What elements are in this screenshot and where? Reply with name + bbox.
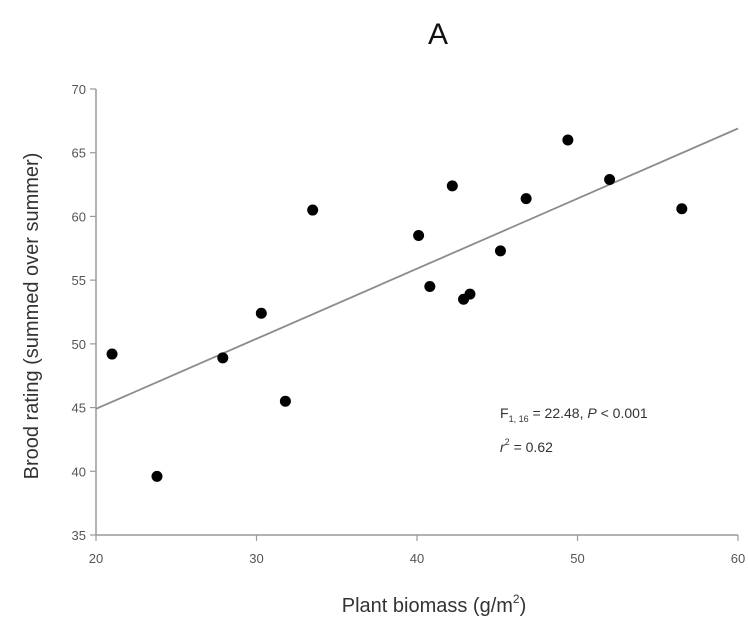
y-tick-label: 45 bbox=[72, 401, 86, 416]
y-tick-label: 40 bbox=[72, 464, 86, 479]
x-tick-label: 20 bbox=[89, 551, 103, 566]
data-point bbox=[676, 203, 688, 215]
y-tick-label: 60 bbox=[72, 209, 86, 224]
data-point bbox=[279, 395, 291, 407]
stats-r2-line: r2 = 0.62 bbox=[500, 437, 553, 455]
f-label: F bbox=[500, 405, 509, 421]
data-point bbox=[106, 348, 118, 360]
data-point bbox=[151, 470, 163, 482]
y-tick-label: 35 bbox=[72, 528, 86, 543]
data-point bbox=[446, 180, 458, 192]
p-value: < 0.001 bbox=[597, 405, 648, 421]
x-tick-label: 50 bbox=[570, 551, 584, 566]
data-point bbox=[255, 307, 267, 319]
x-tick-labels: 20 30 40 50 60 bbox=[89, 551, 745, 566]
y-tick-label: 55 bbox=[72, 273, 86, 288]
regression-line bbox=[95, 127, 739, 410]
data-points bbox=[106, 134, 688, 482]
data-point bbox=[217, 352, 229, 364]
y-tick-labels: 35 40 45 50 55 60 65 70 bbox=[72, 82, 86, 543]
f-value: = 22.48, bbox=[529, 405, 588, 421]
y-axis-label: Brood rating (summed over summer) bbox=[21, 153, 43, 480]
x-tick-label: 60 bbox=[731, 551, 745, 566]
data-point bbox=[562, 134, 574, 146]
x-axis-label: Plant biomass (g/m2) bbox=[342, 592, 527, 617]
p-label: P bbox=[587, 405, 597, 421]
x-axis-label-main: Plant biomass (g/m bbox=[342, 595, 513, 617]
data-point bbox=[494, 245, 506, 257]
axes bbox=[90, 88, 739, 541]
f-subscript: 1, 16 bbox=[509, 414, 529, 424]
data-point bbox=[464, 288, 476, 300]
r-superscript: 2 bbox=[505, 437, 510, 447]
x-tick-label: 40 bbox=[410, 551, 424, 566]
data-point bbox=[413, 230, 425, 242]
r2-value: = 0.62 bbox=[510, 439, 553, 455]
data-point bbox=[424, 281, 436, 293]
y-tick-label: 65 bbox=[72, 146, 86, 161]
data-point bbox=[307, 204, 319, 216]
r-label: r bbox=[500, 439, 506, 455]
x-axis-label-sup: 2 bbox=[513, 592, 520, 606]
trendline-group bbox=[95, 127, 739, 410]
y-tick-label: 70 bbox=[72, 82, 86, 97]
data-point bbox=[520, 193, 532, 205]
x-tick-label: 30 bbox=[249, 551, 263, 566]
data-point bbox=[604, 173, 616, 185]
x-axis-label-end: ) bbox=[520, 595, 527, 617]
chart-title: A bbox=[428, 18, 448, 51]
stats-f-line: F1, 16 = 22.48, P < 0.001 bbox=[500, 405, 648, 424]
y-tick-label: 50 bbox=[72, 337, 86, 352]
